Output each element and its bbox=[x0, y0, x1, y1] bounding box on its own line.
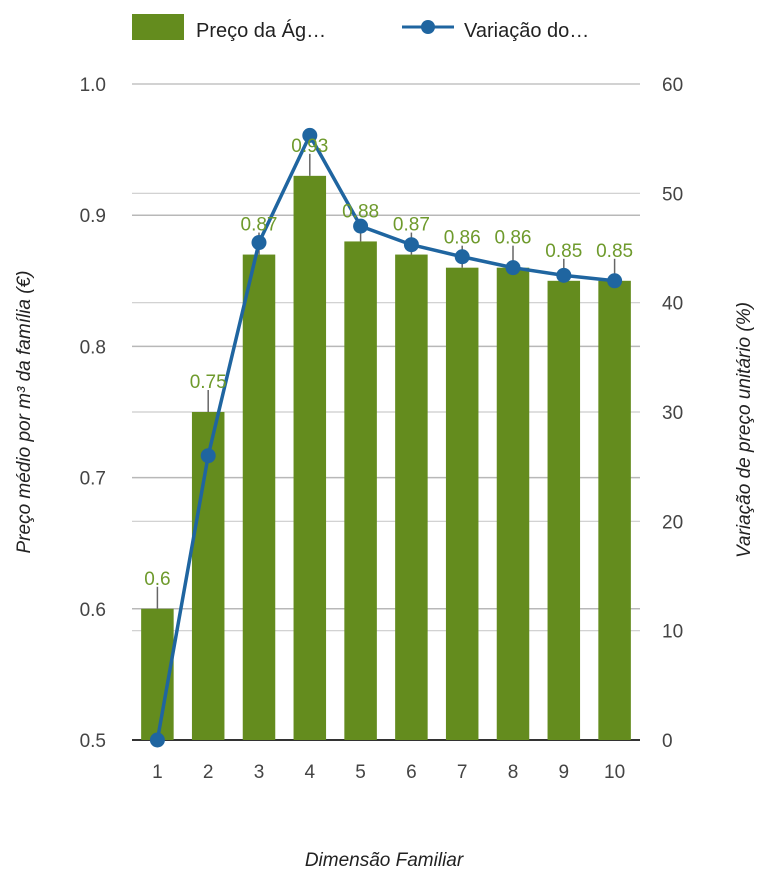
y-tick-label: 0.6 bbox=[80, 600, 106, 621]
y2-tick-label: 10 bbox=[662, 622, 683, 643]
x-tick-label: 9 bbox=[559, 762, 570, 783]
x-tick-label: 6 bbox=[406, 762, 417, 783]
bar-data-label: 0.86 bbox=[495, 228, 532, 249]
y2-tick-label: 60 bbox=[662, 75, 683, 96]
line-point bbox=[200, 448, 216, 464]
bar-data-label: 0.85 bbox=[545, 241, 582, 262]
line-point bbox=[505, 260, 521, 276]
bar bbox=[242, 254, 276, 740]
y2-tick-label: 30 bbox=[662, 403, 683, 424]
legend-swatch-marker bbox=[421, 20, 435, 34]
bar bbox=[395, 254, 428, 740]
y-tick-label: 0.9 bbox=[80, 206, 106, 227]
y-axis-left-title: Preço médio por m³ da família (€) bbox=[14, 271, 35, 554]
bar bbox=[293, 175, 327, 741]
x-tick-label: 3 bbox=[254, 762, 265, 783]
y-axis-right-title: Variação de preço unitário (%) bbox=[734, 302, 755, 558]
y2-tick-label: 50 bbox=[662, 184, 683, 205]
line-series bbox=[149, 127, 623, 748]
x-tick-label: 4 bbox=[305, 762, 316, 783]
y-tick-label: 0.5 bbox=[80, 731, 106, 752]
line-point bbox=[403, 237, 419, 253]
x-tick-label: 10 bbox=[604, 762, 625, 783]
bar-data-label: 0.86 bbox=[444, 228, 481, 249]
line-point bbox=[556, 267, 572, 283]
y-tick-label: 0.8 bbox=[80, 337, 106, 358]
y2-tick-label: 20 bbox=[662, 512, 683, 533]
bar-data-label: 0.75 bbox=[190, 372, 227, 393]
bar-data-label: 0.88 bbox=[342, 201, 379, 222]
bar-data-labels: 0.6 0.75 0.87 0.93 0.88 0.87 0.86 0.86 0.85 0.85 bbox=[144, 136, 633, 590]
legend-label-line: Variação do… bbox=[464, 20, 589, 42]
bar bbox=[547, 280, 581, 740]
x-tick-label: 2 bbox=[203, 762, 214, 783]
bar-data-label: 0.87 bbox=[393, 215, 430, 236]
line-point bbox=[353, 218, 369, 234]
x-axis-ticks: 1 2 3 4 5 6 7 8 9 10 bbox=[152, 762, 625, 783]
x-tick-label: 1 bbox=[152, 762, 163, 783]
line-path bbox=[155, 133, 615, 741]
legend-label-bar: Preço da Ág… bbox=[196, 19, 326, 42]
line-point bbox=[607, 273, 623, 289]
x-tick-label: 8 bbox=[508, 762, 519, 783]
y2-tick-label: 40 bbox=[662, 294, 683, 315]
bar-data-label: 0.85 bbox=[596, 241, 633, 262]
bar-data-label: 0.93 bbox=[291, 136, 328, 157]
line-point bbox=[251, 235, 267, 251]
bar bbox=[445, 267, 479, 740]
bar bbox=[496, 267, 530, 740]
line-point bbox=[302, 127, 318, 143]
line-point bbox=[454, 249, 470, 265]
legend: Preço da Ág… Variação do… bbox=[132, 14, 589, 42]
bar bbox=[344, 241, 377, 740]
y-tick-label: 0.7 bbox=[80, 469, 106, 490]
bar bbox=[191, 412, 225, 740]
y-tick-label: 1.0 bbox=[80, 75, 106, 96]
line-point bbox=[149, 732, 165, 748]
x-tick-label: 7 bbox=[457, 762, 468, 783]
bar bbox=[598, 280, 631, 740]
legend-swatch-bar bbox=[132, 14, 184, 40]
y-axis-left-ticks: 0.5 0.6 0.7 0.8 0.9 1.0 bbox=[80, 75, 106, 752]
y-axis-right-ticks: 0 10 20 30 40 50 60 bbox=[662, 75, 683, 752]
x-tick-label: 5 bbox=[355, 762, 366, 783]
y2-tick-label: 0 bbox=[662, 731, 673, 752]
bar-data-label: 0.87 bbox=[241, 215, 278, 236]
x-axis-title: Dimensão Familiar bbox=[305, 850, 464, 871]
bar-data-label: 0.6 bbox=[144, 569, 170, 590]
